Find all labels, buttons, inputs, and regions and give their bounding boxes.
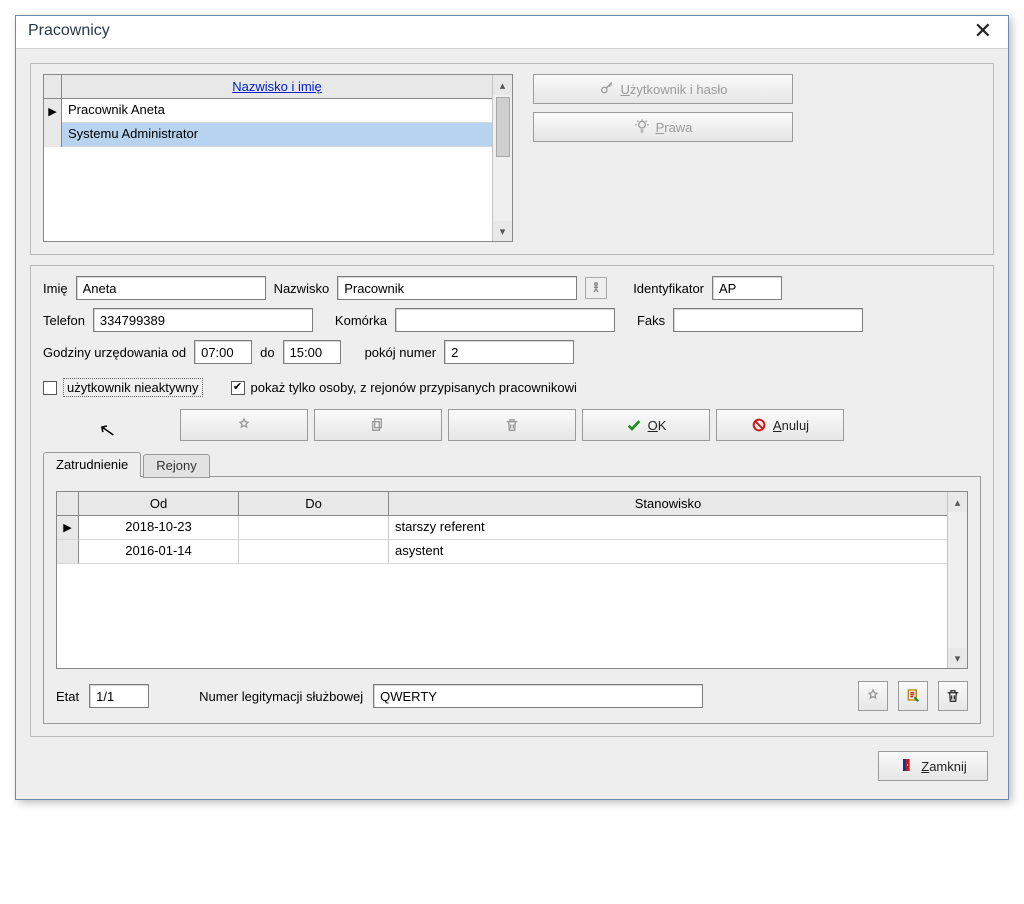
- job-col-do: Do: [239, 492, 389, 515]
- employee-name: Systemu Administrator: [62, 123, 492, 147]
- copy-button[interactable]: [314, 409, 442, 441]
- form-panel: Imię Nazwisko Identyfikator Telefon Komó…: [30, 265, 994, 737]
- job-edit-button[interactable]: [898, 681, 928, 711]
- job-new-button[interactable]: [858, 681, 888, 711]
- checkbox-rejony[interactable]: ✔ pokaż tylko osoby, z rejonów przypisan…: [231, 380, 577, 395]
- window-title: Pracownicy: [28, 22, 110, 40]
- job-delete-button[interactable]: [938, 681, 968, 711]
- godz-do-input[interactable]: [283, 340, 341, 364]
- job-stanowisko: starszy referent: [389, 516, 947, 540]
- godz-od-input[interactable]: [194, 340, 252, 364]
- titlebar: Pracownicy ✕: [16, 16, 1008, 49]
- checkbox-nieaktywny-box[interactable]: [43, 381, 57, 395]
- new-button[interactable]: [180, 409, 308, 441]
- zamknij-button[interactable]: Zamknij: [878, 751, 988, 781]
- row-marker-icon: [44, 123, 62, 147]
- anuluj-button[interactable]: Anuluj: [716, 409, 844, 441]
- tab-panel-zatrudnienie: Od Do Stanowisko ▶2018-10-23 starszy refe…: [43, 476, 981, 724]
- checkbox-nieaktywny-label: użytkownik nieaktywny: [63, 378, 203, 397]
- legitymacja-input[interactable]: [373, 684, 703, 708]
- tabs: Zatrudnienie Rejony Od Do Stanowisko ▶: [43, 451, 981, 724]
- job-grid[interactable]: Od Do Stanowisko ▶2018-10-23 starszy refe…: [56, 491, 968, 669]
- lightbulb-icon: [634, 118, 650, 137]
- row-marker-icon: ▶: [57, 516, 79, 540]
- person-icon[interactable]: [585, 277, 607, 299]
- tab-rejony[interactable]: Rejony: [143, 454, 209, 478]
- employee-row[interactable]: Systemu Administrator: [44, 123, 492, 147]
- user-password-button[interactable]: Użytkownik i hasło: [533, 74, 793, 104]
- label-nazwisko: Nazwisko: [274, 281, 330, 296]
- row-marker-icon: [57, 540, 79, 564]
- key-icon: [599, 80, 615, 99]
- job-row[interactable]: 2016-01-14 asystent: [57, 540, 947, 564]
- client-area: Nazwisko i imię ▶Pracownik AnetaSystemu …: [16, 49, 1008, 799]
- employee-name: Pracownik Aneta: [62, 99, 492, 123]
- tab-zatrudnienie[interactable]: Zatrudnienie: [43, 452, 141, 477]
- label-identyfikator: Identyfikator: [633, 281, 704, 296]
- close-icon[interactable]: ✕: [968, 22, 998, 40]
- checkbox-rejony-label: pokaż tylko osoby, z rejonów przypisanyc…: [251, 380, 577, 395]
- employee-grid-header-label[interactable]: Nazwisko i imię: [232, 79, 322, 94]
- scroll-up-icon[interactable]: ▴: [948, 492, 967, 512]
- form-toolbar: OK Anuluj: [43, 409, 981, 441]
- job-row[interactable]: ▶2018-10-23 starszy referent: [57, 516, 947, 540]
- checkbox-rejony-box[interactable]: ✔: [231, 381, 245, 395]
- imie-input[interactable]: [76, 276, 266, 300]
- job-stanowisko: asystent: [389, 540, 947, 564]
- label-imie: Imię: [43, 281, 68, 296]
- etat-input[interactable]: [89, 684, 149, 708]
- job-col-od: Od: [79, 492, 239, 515]
- employee-grid-header: Nazwisko i imię: [44, 75, 492, 99]
- label-telefon: Telefon: [43, 313, 85, 328]
- komorka-input[interactable]: [395, 308, 615, 332]
- identyfikator-input[interactable]: [712, 276, 782, 300]
- employee-grid[interactable]: Nazwisko i imię ▶Pracownik AnetaSystemu …: [43, 74, 513, 242]
- scroll-down-icon[interactable]: ▾: [493, 221, 512, 241]
- job-do: [239, 516, 389, 540]
- window: Pracownicy ✕ Nazwisko i imię ▶Pracownik …: [15, 15, 1009, 800]
- label-komorka: Komórka: [335, 313, 387, 328]
- label-faks: Faks: [637, 313, 665, 328]
- ok-button[interactable]: OK: [582, 409, 710, 441]
- label-do: do: [260, 345, 274, 360]
- label-pokoj: pokój numer: [365, 345, 437, 360]
- job-grid-scrollbar[interactable]: ▴ ▾: [947, 492, 967, 668]
- delete-button[interactable]: [448, 409, 576, 441]
- nazwisko-input[interactable]: [337, 276, 577, 300]
- telefon-input[interactable]: [93, 308, 313, 332]
- pokoj-input[interactable]: [444, 340, 574, 364]
- label-etat: Etat: [56, 689, 79, 704]
- scroll-up-icon[interactable]: ▴: [493, 75, 512, 95]
- faks-input[interactable]: [673, 308, 863, 332]
- job-grid-header: Od Do Stanowisko: [57, 492, 947, 516]
- scroll-down-icon[interactable]: ▾: [948, 648, 967, 668]
- label-godziny: Godziny urzędowania od: [43, 345, 186, 360]
- rights-button[interactable]: Prawa: [533, 112, 793, 142]
- job-do: [239, 540, 389, 564]
- label-legitymacja: Numer legitymacji służbowej: [199, 689, 363, 704]
- job-od: 2018-10-23: [79, 516, 239, 540]
- checkbox-nieaktywny[interactable]: użytkownik nieaktywny: [43, 378, 203, 397]
- job-od: 2016-01-14: [79, 540, 239, 564]
- employee-grid-scrollbar[interactable]: ▴ ▾: [492, 75, 512, 241]
- top-panel: Nazwisko i imię ▶Pracownik AnetaSystemu …: [30, 63, 994, 255]
- door-icon: [899, 757, 915, 776]
- row-marker-icon: ▶: [44, 99, 62, 123]
- scroll-thumb[interactable]: [496, 97, 510, 157]
- employee-row[interactable]: ▶Pracownik Aneta: [44, 99, 492, 123]
- footer: Zamknij: [30, 751, 994, 785]
- job-col-stanowisko: Stanowisko: [389, 492, 947, 515]
